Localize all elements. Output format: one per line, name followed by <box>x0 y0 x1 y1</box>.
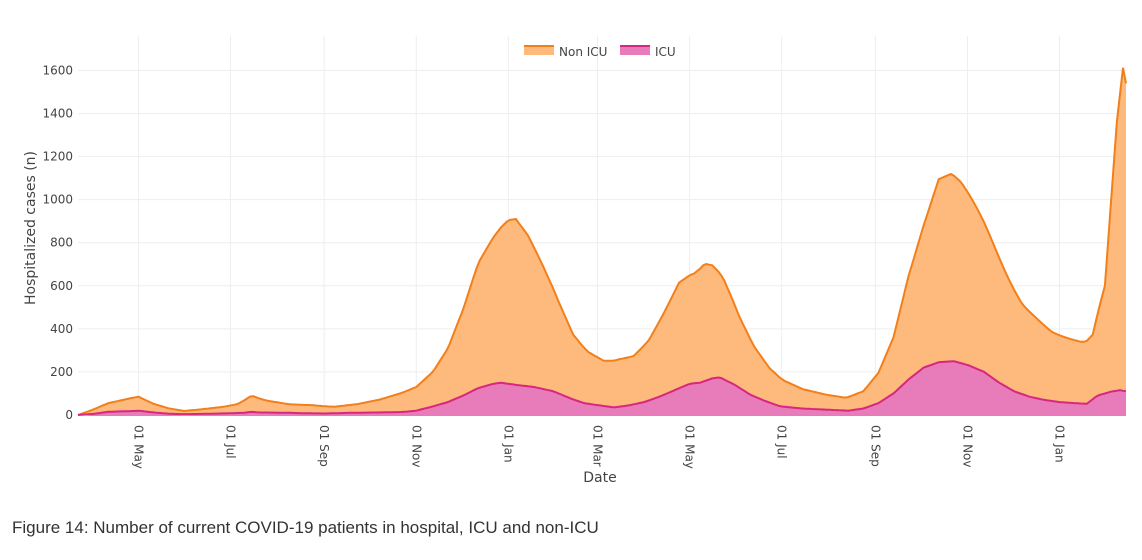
legend-swatch <box>620 46 650 55</box>
legend-item-icu[interactable]: ICU <box>620 45 676 59</box>
y-tick-label: 1600 <box>42 63 73 77</box>
y-axis-title: Hospitalized cases (n) <box>23 151 39 305</box>
icu-line <box>77 360 1127 416</box>
y-tick-label: 1200 <box>42 150 73 164</box>
y-tick-label: 400 <box>50 322 73 336</box>
y-tick-label: 1400 <box>42 107 73 121</box>
x-tick-label: 01 May <box>683 425 697 469</box>
legend[interactable]: Non ICU ICU <box>524 45 676 59</box>
x-tick-label: 01 Nov <box>409 425 423 468</box>
icu-area <box>78 361 1126 415</box>
y-tick-label: 0 <box>65 408 73 422</box>
y-tick-label: 600 <box>50 279 73 293</box>
y-axis-ticks: 0 200 400 600 800 1000 1200 1400 1600 <box>42 63 73 422</box>
y-tick-label: 200 <box>50 365 73 379</box>
legend-swatch <box>524 46 554 55</box>
y-tick-label: 1000 <box>42 193 73 207</box>
x-tick-label: 01 Jul <box>775 425 789 459</box>
non-icu-line <box>77 67 1127 416</box>
x-tick-label: 01 Sep <box>868 425 882 467</box>
x-tick-label: 01 Sep <box>317 425 331 467</box>
x-tick-label: 01 Jan <box>501 425 515 463</box>
chart-canvas: 0 200 400 600 800 1000 1200 1400 1600 01 May 01 J… <box>23 36 1127 486</box>
y-tick-label: 800 <box>50 236 73 250</box>
x-axis-ticks: 01 May 01 Jul 01 Sep 01 Nov 01 Jan 01 Mar 01 M… <box>131 425 1066 469</box>
stacked-areas <box>77 67 1127 416</box>
figure-caption: Figure 14: Number of current COVID-19 pa… <box>12 518 599 537</box>
x-tick-label: 01 Nov <box>960 425 974 468</box>
x-tick-label: 01 Jul <box>224 425 238 459</box>
x-tick-label: 01 May <box>131 425 145 469</box>
x-axis-title: Date <box>583 470 616 486</box>
non-icu-area <box>78 67 1126 416</box>
legend-label: ICU <box>655 45 676 59</box>
x-tick-label: 01 Mar <box>590 425 604 467</box>
x-tick-label: 01 Jan <box>1053 425 1067 463</box>
legend-label: Non ICU <box>559 45 607 59</box>
legend-item-non-icu[interactable]: Non ICU <box>524 45 607 59</box>
